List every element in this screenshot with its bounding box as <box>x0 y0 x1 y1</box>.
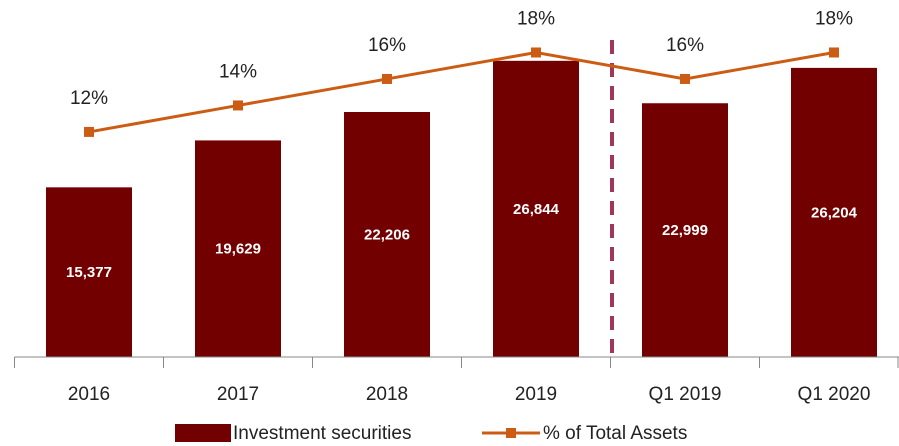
bar-value-label: 19,629 <box>215 241 261 258</box>
line-value-label: 12% <box>70 88 108 109</box>
bar-value-label: 22,206 <box>364 226 410 243</box>
legend-label: Investment securities <box>233 423 411 444</box>
legend-swatch <box>506 428 516 438</box>
x-tick-label: 2018 <box>366 384 408 405</box>
legend-swatch <box>175 424 231 442</box>
x-tick-label: Q1 2019 <box>649 384 722 405</box>
line-marker <box>84 126 94 137</box>
legend-label: % of Total Assets <box>543 423 687 444</box>
line-marker <box>382 73 392 84</box>
bar-value-label: 26,204 <box>811 204 858 221</box>
line-marker <box>531 47 541 58</box>
line-value-label: 16% <box>368 35 406 56</box>
line-marker <box>233 100 243 111</box>
bar <box>493 60 579 358</box>
bar <box>791 67 877 357</box>
x-tick-label: 2019 <box>515 384 557 405</box>
line-marker <box>829 47 839 58</box>
bar-value-label: 26,844 <box>513 201 560 218</box>
bar <box>344 111 430 357</box>
bar <box>195 140 281 357</box>
line-value-label: 16% <box>666 35 704 56</box>
x-tick-label: Q1 2020 <box>798 384 871 405</box>
line-series <box>88 50 835 134</box>
line-value-label: 18% <box>517 8 555 29</box>
x-tick-label: 2017 <box>217 384 259 405</box>
bar-value-label: 22,999 <box>662 222 708 239</box>
line-value-label: 18% <box>815 8 853 29</box>
line-marker <box>680 73 690 84</box>
x-tick-label: 2016 <box>68 384 110 405</box>
bar <box>642 103 728 357</box>
bar <box>46 187 132 357</box>
bar-value-label: 15,377 <box>66 264 112 281</box>
line-value-label: 14% <box>219 61 257 82</box>
